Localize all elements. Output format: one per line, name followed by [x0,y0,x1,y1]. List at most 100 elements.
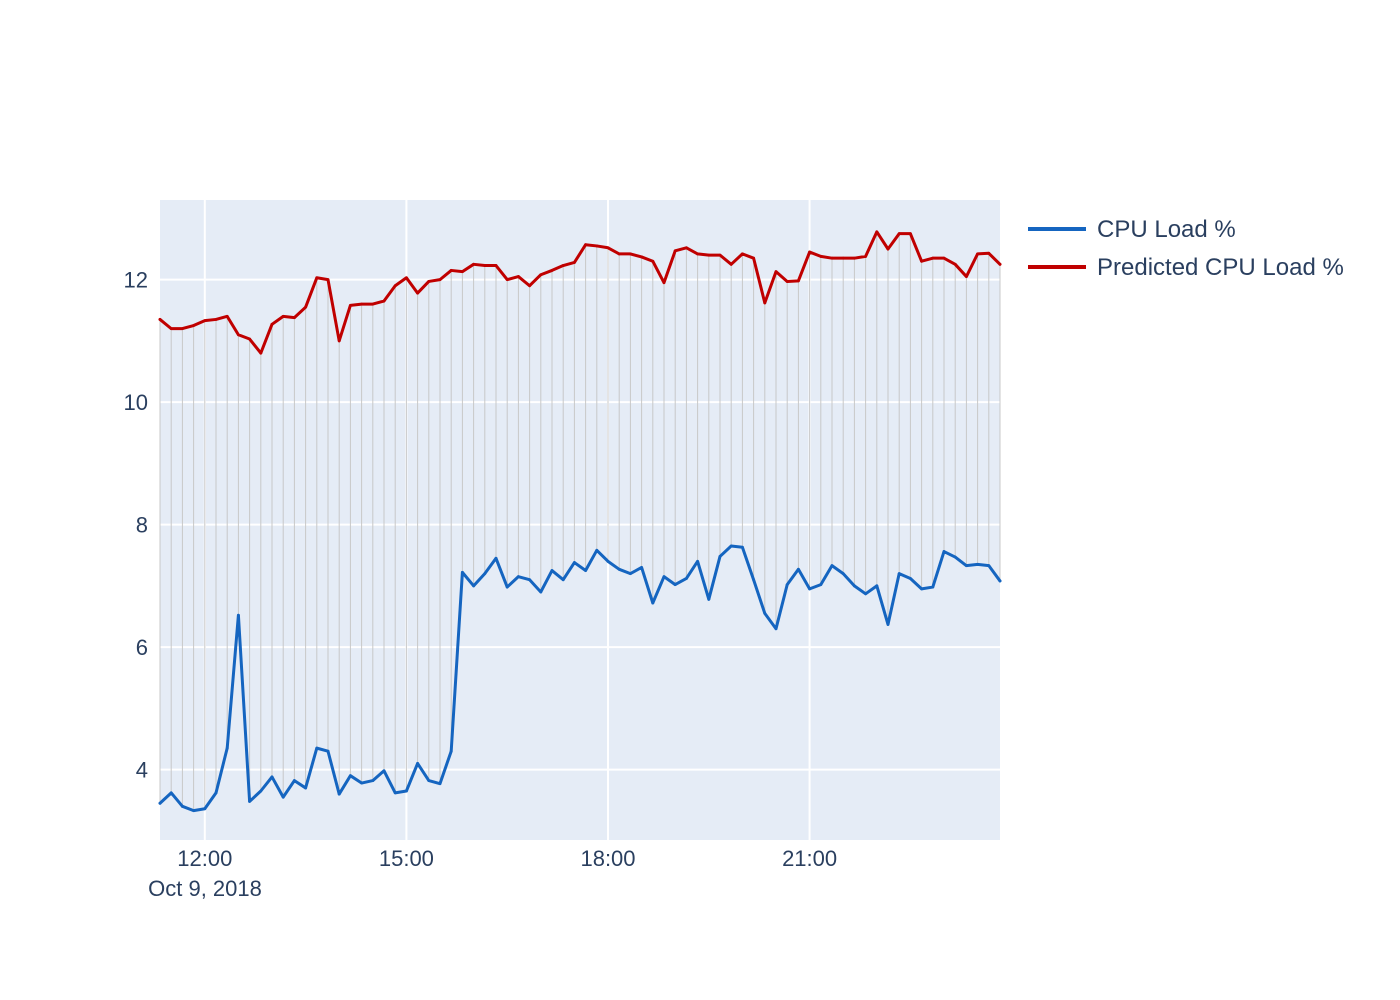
data-point [752,578,755,582]
data-point [617,252,621,256]
data-point [931,585,935,589]
data-point [662,575,666,579]
data-point [550,269,554,272]
data-point [315,276,319,280]
x-tick-label: 18:00 [580,846,635,871]
data-point [561,264,565,267]
data-point [841,256,845,260]
data-point [248,800,252,803]
data-point [427,280,431,283]
data-point [192,324,196,327]
data-point [920,587,923,591]
data-point [584,569,587,572]
data-point [875,584,879,588]
data-point [203,319,207,323]
data-point [897,232,901,236]
data-point [259,789,263,793]
legend-item-predicted-cpu-load[interactable]: Predicted CPU Load % [1028,254,1344,281]
data-point [976,252,979,256]
data-point [662,281,666,285]
data-point [293,779,296,782]
data-point [416,291,419,295]
data-point [158,318,162,321]
data-point [808,587,811,591]
legend-label-cpu-load: CPU Load % [1097,216,1236,243]
data-point [853,584,856,588]
data-point [304,786,307,790]
data-point [797,279,800,283]
data-point [696,559,699,563]
data-point [573,261,576,264]
data-point [449,269,453,272]
data-point [595,548,599,552]
x-tick-label: 15:00 [379,846,434,871]
data-point [505,278,509,282]
data-point [785,583,789,587]
data-point [281,795,285,799]
data-point [998,579,1002,583]
data-point [752,256,755,260]
data-point [841,572,845,575]
data-point [629,572,632,575]
data-point [270,322,274,326]
data-point [203,807,207,811]
y-tick-label: 8 [136,513,148,538]
data-point [539,590,543,594]
data-point [382,769,386,773]
data-point [942,256,946,260]
data-point [696,252,699,256]
data-point [606,246,610,250]
data-point [449,749,453,753]
y-tick-label: 10 [124,390,148,415]
y-tick-label: 12 [124,268,148,293]
data-point [158,801,162,805]
data-point [237,613,240,617]
data-point [830,256,834,260]
data-point [629,252,632,256]
data-point [550,569,554,572]
data-point [718,253,722,257]
data-point [416,762,419,765]
data-point [237,333,240,337]
data-point [573,561,576,564]
data-point [729,262,733,266]
data-point [853,256,856,260]
data-point [539,273,543,277]
data-point [886,247,890,251]
data-point [192,809,196,813]
data-point [472,262,475,266]
data-point [953,555,957,559]
x-tick-label: 21:00 [782,846,837,871]
data-point [785,280,789,283]
data-point [315,746,319,750]
data-point [931,256,935,260]
data-point [685,577,688,580]
data-point [349,303,352,307]
data-point [561,578,565,582]
data-point [819,254,823,258]
data-point [987,251,991,255]
data-point [528,578,531,582]
data-point [349,774,352,778]
data-point [494,264,498,267]
data-point [920,259,923,263]
legend-item-cpu-load[interactable]: CPU Load % [1028,216,1236,243]
data-point [864,254,867,258]
data-point [987,564,991,568]
data-point [864,592,867,596]
data-point [293,316,296,319]
data-point [225,746,229,750]
data-point [651,259,655,263]
data-point [617,567,621,571]
data-point [763,611,767,615]
data-point [427,779,431,782]
data-point [214,791,218,795]
data-point [517,575,520,579]
data-point [326,278,330,282]
data-point [405,789,408,793]
data-point [461,270,464,274]
data-point [909,577,912,580]
x-axis-ticks: Oct 9, 2018 12:00 15:00 18:00 21:00 [148,846,837,901]
data-point [595,244,599,248]
data-point [965,275,968,278]
